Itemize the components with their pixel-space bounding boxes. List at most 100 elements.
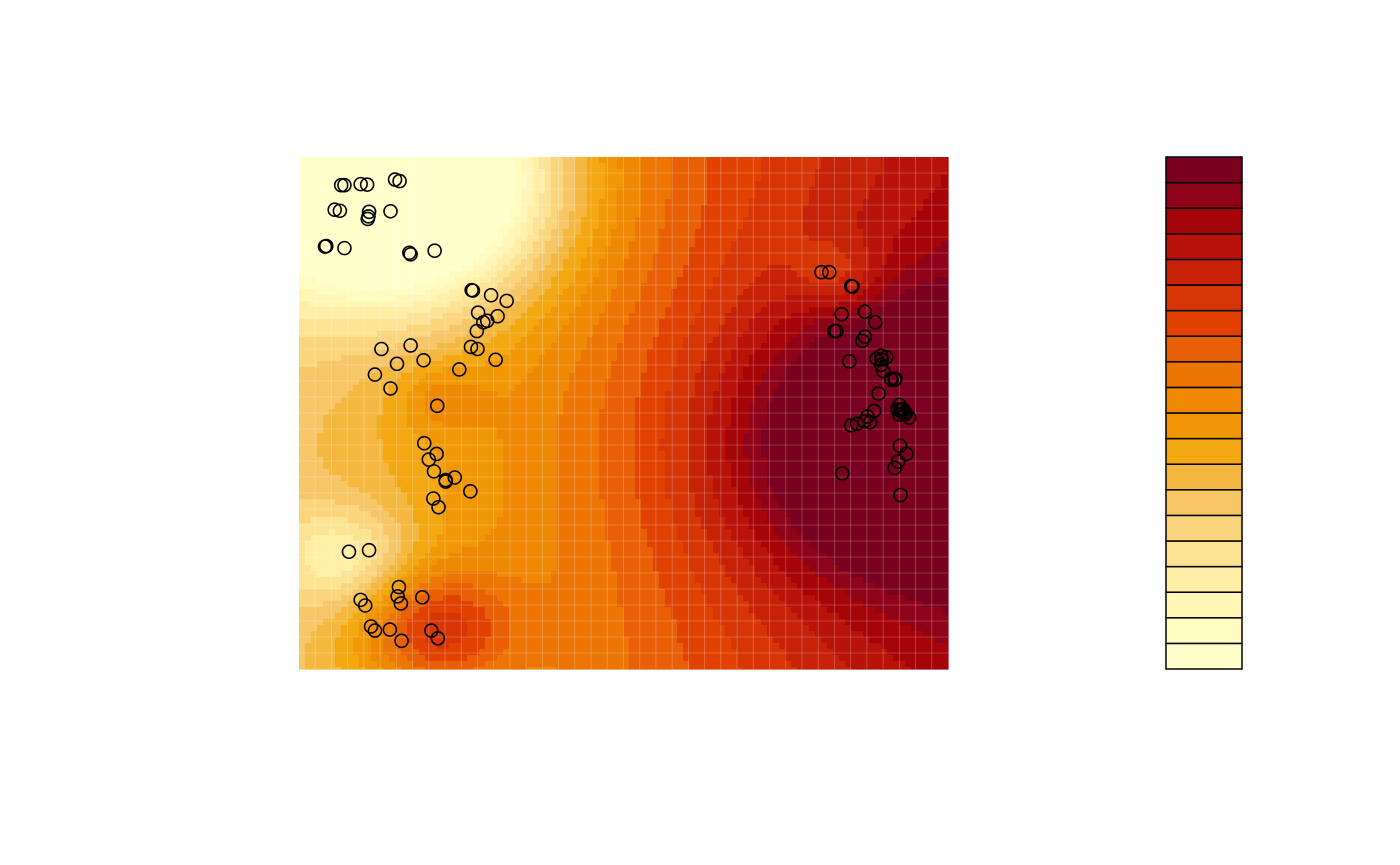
legend-swatch bbox=[1165, 309, 1243, 337]
data-point bbox=[383, 203, 398, 219]
data-point bbox=[391, 579, 407, 595]
data-point bbox=[431, 499, 446, 515]
data-point bbox=[452, 362, 467, 377]
data-point bbox=[357, 598, 373, 613]
data-point bbox=[394, 633, 409, 649]
data-point bbox=[426, 491, 441, 506]
grid-lines bbox=[299, 157, 948, 669]
legend-swatch bbox=[1165, 386, 1243, 414]
data-point bbox=[360, 211, 376, 227]
legend-swatch bbox=[1165, 156, 1243, 184]
data-point bbox=[353, 176, 368, 192]
legend-swatch bbox=[1165, 565, 1243, 593]
data-point bbox=[895, 405, 910, 421]
data-point bbox=[327, 202, 342, 218]
legend-swatch bbox=[1165, 207, 1243, 235]
data-point bbox=[318, 238, 334, 254]
data-point bbox=[845, 279, 860, 294]
data-point bbox=[849, 416, 865, 432]
data-point bbox=[426, 464, 442, 479]
data-point bbox=[887, 460, 903, 476]
legend-swatch bbox=[1165, 284, 1243, 312]
data-point bbox=[341, 544, 357, 560]
data-point bbox=[361, 204, 377, 220]
legend-swatch bbox=[1165, 233, 1243, 261]
data-point bbox=[855, 333, 870, 349]
data-point bbox=[332, 203, 348, 219]
data-point bbox=[857, 304, 873, 319]
data-point bbox=[888, 371, 903, 386]
data-point bbox=[821, 264, 837, 280]
data-point bbox=[834, 306, 849, 322]
data-point bbox=[834, 466, 850, 481]
color-key-legend bbox=[1165, 156, 1243, 670]
data-point bbox=[447, 470, 463, 485]
data-point bbox=[470, 341, 485, 357]
data-point bbox=[363, 619, 379, 634]
data-point bbox=[392, 173, 407, 189]
data-point bbox=[843, 417, 859, 433]
data-point bbox=[479, 313, 495, 329]
data-point bbox=[367, 623, 383, 638]
data-point bbox=[499, 293, 514, 309]
data-point bbox=[842, 353, 857, 369]
data-point bbox=[438, 474, 453, 489]
data-point bbox=[416, 352, 431, 368]
legend-swatch bbox=[1165, 361, 1243, 389]
data-point bbox=[415, 590, 430, 605]
data-point bbox=[402, 245, 417, 261]
data-point bbox=[337, 177, 352, 193]
legend-swatch bbox=[1165, 540, 1243, 568]
legend-swatch bbox=[1165, 412, 1243, 440]
data-point bbox=[488, 352, 503, 368]
legend-swatch bbox=[1165, 258, 1243, 286]
data-point bbox=[469, 323, 485, 339]
legend-swatch bbox=[1165, 437, 1243, 465]
data-point bbox=[465, 283, 481, 298]
data-point bbox=[899, 446, 914, 462]
data-point bbox=[337, 240, 352, 256]
data-point bbox=[382, 622, 398, 637]
data-point bbox=[874, 352, 890, 368]
data-point bbox=[416, 435, 432, 451]
data-point bbox=[383, 381, 398, 396]
data-point bbox=[893, 487, 908, 503]
data-point bbox=[427, 243, 442, 258]
data-point bbox=[403, 246, 418, 262]
data-point bbox=[892, 397, 907, 413]
data-point bbox=[814, 264, 829, 280]
data-point bbox=[827, 323, 842, 339]
data-point bbox=[463, 484, 478, 499]
data-point bbox=[429, 398, 445, 414]
legend-swatch bbox=[1165, 591, 1243, 619]
legend-swatch bbox=[1165, 181, 1243, 209]
legend-swatch bbox=[1165, 463, 1243, 491]
legend-swatch bbox=[1165, 514, 1243, 542]
data-point bbox=[856, 413, 872, 429]
data-point bbox=[463, 339, 479, 355]
data-point bbox=[857, 329, 873, 345]
plot-area bbox=[299, 157, 949, 670]
data-point bbox=[359, 177, 375, 192]
data-point bbox=[871, 386, 886, 401]
contour-fill bbox=[299, 157, 949, 670]
data-point bbox=[390, 588, 405, 604]
legend-swatch bbox=[1165, 335, 1243, 363]
legend-swatch bbox=[1165, 642, 1243, 670]
data-point bbox=[868, 315, 883, 330]
data-point bbox=[389, 356, 405, 372]
data-point bbox=[873, 357, 889, 373]
data-point bbox=[361, 542, 377, 558]
legend-swatch bbox=[1165, 617, 1243, 645]
data-point bbox=[483, 287, 499, 303]
data-point bbox=[421, 452, 437, 467]
legend-swatch bbox=[1165, 489, 1243, 517]
data-point bbox=[393, 596, 409, 611]
data-point bbox=[403, 338, 418, 353]
data-point bbox=[374, 341, 389, 357]
data-point bbox=[430, 630, 446, 646]
data-point bbox=[875, 363, 891, 379]
data-point bbox=[367, 367, 383, 382]
data-point bbox=[883, 371, 899, 386]
